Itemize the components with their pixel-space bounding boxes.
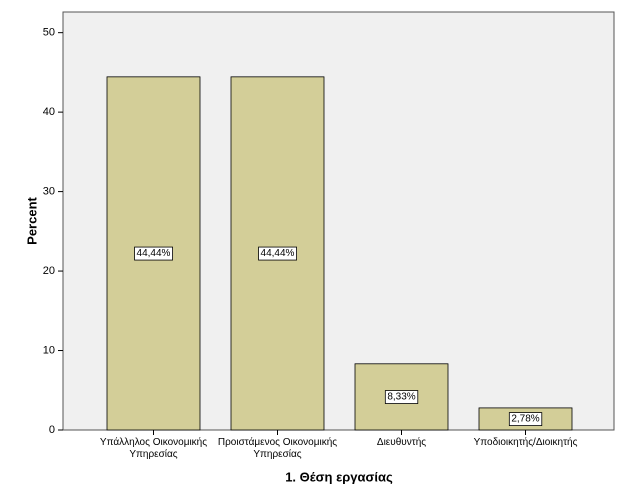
y-tick-label: 40 (43, 106, 55, 118)
x-tick-label: Υποδιοικητής/Διοικητής (473, 437, 578, 448)
y-tick-label: 10 (43, 344, 55, 356)
value-label: 44,44% (261, 248, 295, 259)
y-axis-title: Percent (24, 196, 39, 244)
value-label: 2,78% (511, 414, 539, 425)
y-tick-label: 20 (43, 265, 55, 277)
x-tick-label: Υπάλληλος Οικονομικής Υπηρεσίας (99, 437, 208, 460)
y-tick-label: 30 (43, 186, 55, 198)
y-tick-label: 50 (43, 27, 55, 39)
value-label-box (508, 412, 543, 426)
x-tick-label: Προιστάμενος Οικονομικής Υπηρεσίας (217, 437, 338, 460)
x-axis-title: 1. Θέση εργασίας (285, 469, 393, 484)
y-tick-label: 0 (49, 424, 55, 436)
value-label-box (258, 246, 297, 261)
value-label-box (134, 246, 173, 261)
x-tick-label: Διευθυντής (376, 437, 427, 448)
value-label: 8,33% (387, 392, 415, 403)
value-label: 44,44% (137, 248, 171, 259)
value-label-box (384, 390, 419, 404)
